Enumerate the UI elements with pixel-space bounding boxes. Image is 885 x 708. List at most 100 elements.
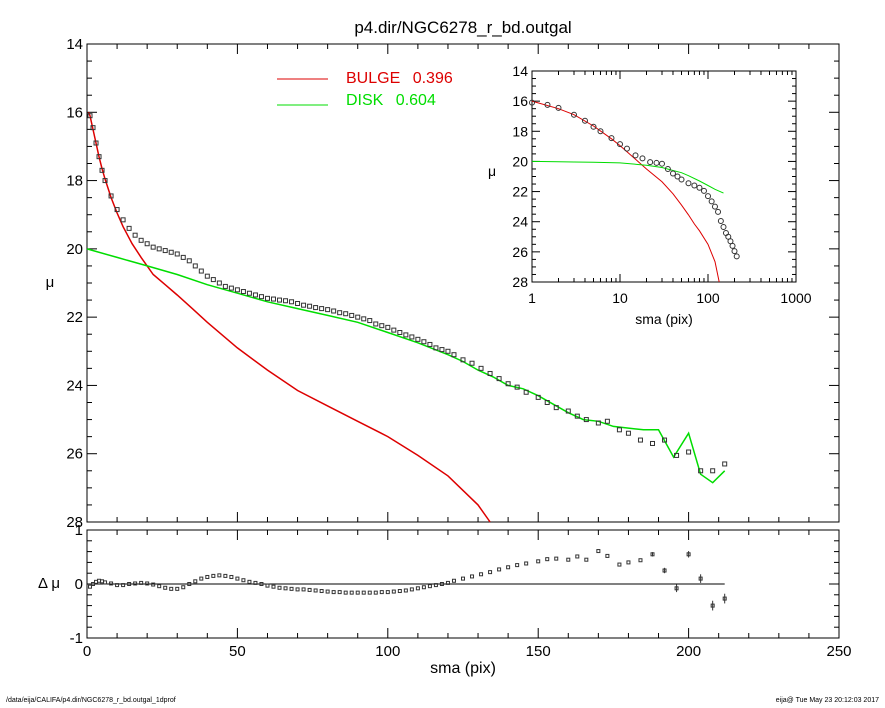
- main-data-point: [120, 217, 126, 223]
- main-data-point: [337, 310, 343, 316]
- residual-point: [271, 584, 276, 589]
- residual-point: [385, 590, 390, 595]
- main-data-point: [180, 254, 186, 260]
- main-data-point: [132, 232, 138, 238]
- main-data-point: [650, 440, 656, 446]
- inset-data-point: [653, 159, 660, 166]
- residual-point: [337, 590, 342, 595]
- inset-y-tick-label: 18: [512, 123, 528, 139]
- inset-data-point: [691, 182, 698, 189]
- main-data-point: [361, 316, 367, 322]
- main-data-point: [439, 347, 445, 353]
- residual-point: [235, 576, 240, 581]
- residual-point: [439, 582, 444, 586]
- residual-point: [313, 588, 318, 593]
- residual-point: [265, 583, 270, 588]
- residual-point: [367, 590, 372, 595]
- main-series: [86, 111, 728, 523]
- residual-point: [151, 582, 156, 587]
- inset-data-point: [570, 111, 577, 118]
- main-data-point: [397, 330, 403, 336]
- main-data-point: [99, 167, 105, 173]
- main-data-point: [283, 298, 289, 304]
- main-y-axis-label: μ: [46, 274, 55, 291]
- main-data-point: [301, 302, 307, 308]
- inset-data-point: [717, 217, 724, 224]
- main-data-point: [144, 241, 150, 247]
- main-data-point: [126, 225, 132, 231]
- residual-point: [584, 557, 589, 562]
- inset-y-axis-label: μ: [488, 163, 496, 179]
- residual-point: [415, 586, 420, 591]
- residual-point: [91, 582, 96, 586]
- main-data-point: [583, 417, 589, 423]
- residual-point: [121, 583, 126, 588]
- main-data-point: [595, 420, 601, 426]
- main-data-point: [385, 324, 391, 330]
- residual-point: [409, 587, 414, 592]
- residual-point: [566, 557, 571, 562]
- main-data-point: [234, 287, 240, 293]
- main-data-point: [478, 365, 484, 371]
- inset-data-point: [597, 128, 604, 135]
- residual-point: [109, 581, 114, 586]
- residual-point: [391, 589, 396, 594]
- residual-x-tick-label: 150: [526, 643, 551, 660]
- main-data-point: [496, 376, 502, 382]
- inset-data-point: [708, 198, 715, 205]
- main-data-point: [514, 384, 520, 390]
- main-data-point: [87, 113, 93, 119]
- main-data-point: [604, 418, 610, 424]
- residual-point: [115, 583, 120, 588]
- main-data-point: [722, 461, 728, 467]
- main-data-point: [451, 352, 457, 358]
- main-data-point: [349, 312, 355, 318]
- main-data-point: [307, 303, 313, 309]
- inset-data-point: [678, 176, 685, 183]
- main-data-point: [174, 251, 180, 257]
- residual-point: [88, 584, 93, 589]
- inset-data-point: [581, 117, 588, 124]
- main-data-point: [108, 193, 114, 199]
- residual-x-tick-label: 250: [826, 643, 851, 660]
- residual-point: [674, 586, 679, 591]
- residual-point: [289, 586, 294, 591]
- residual-point: [710, 603, 715, 608]
- residual-point: [307, 587, 312, 592]
- footer-file-path: /data/eija/CALIFA/p4.dir/NGC6278_r_bd.ou…: [6, 697, 176, 704]
- residual-point: [379, 590, 384, 595]
- main-data-point: [662, 437, 668, 443]
- main-data-point: [331, 308, 337, 314]
- residual-point: [451, 578, 456, 583]
- residual-point: [421, 585, 426, 590]
- inset-data-point: [731, 248, 738, 255]
- main-data-point: [325, 307, 331, 313]
- residual-point: [524, 561, 529, 566]
- inset-y-tick-label: 20: [512, 153, 528, 169]
- main-data-point: [102, 178, 108, 184]
- figure-title: p4.dir/NGC6278_r_bd.outgal: [354, 18, 571, 37]
- residual-point: [277, 585, 282, 590]
- residual-point: [325, 589, 330, 594]
- inset-tick-labels: 1 10 100 1000 14 16 18 20 22 24 26 28: [512, 63, 811, 306]
- inset-y-tick-label: 26: [512, 244, 528, 260]
- inset-y-tick-label: 14: [512, 63, 528, 79]
- residual-x-tick-label: 50: [229, 643, 246, 660]
- residual-point: [241, 578, 246, 583]
- main-y-tick-labels: 14 16 18 20 22 24 26 28: [66, 36, 83, 531]
- main-data-point: [222, 283, 228, 289]
- residual-point: [686, 552, 691, 557]
- inset-y-tick-label: 28: [512, 274, 528, 290]
- residual-point: [461, 576, 465, 581]
- residual-point: [605, 553, 610, 558]
- inset-data-point: [685, 180, 692, 187]
- residual-point: [497, 567, 502, 572]
- residual-point: [575, 554, 580, 559]
- residual-point: [331, 590, 336, 595]
- residual-point: [133, 581, 138, 586]
- residual-point: [301, 587, 306, 592]
- main-data-point: [415, 336, 421, 342]
- residual-point: [199, 576, 204, 581]
- main-data-point: [355, 314, 361, 320]
- residual-point: [205, 574, 210, 579]
